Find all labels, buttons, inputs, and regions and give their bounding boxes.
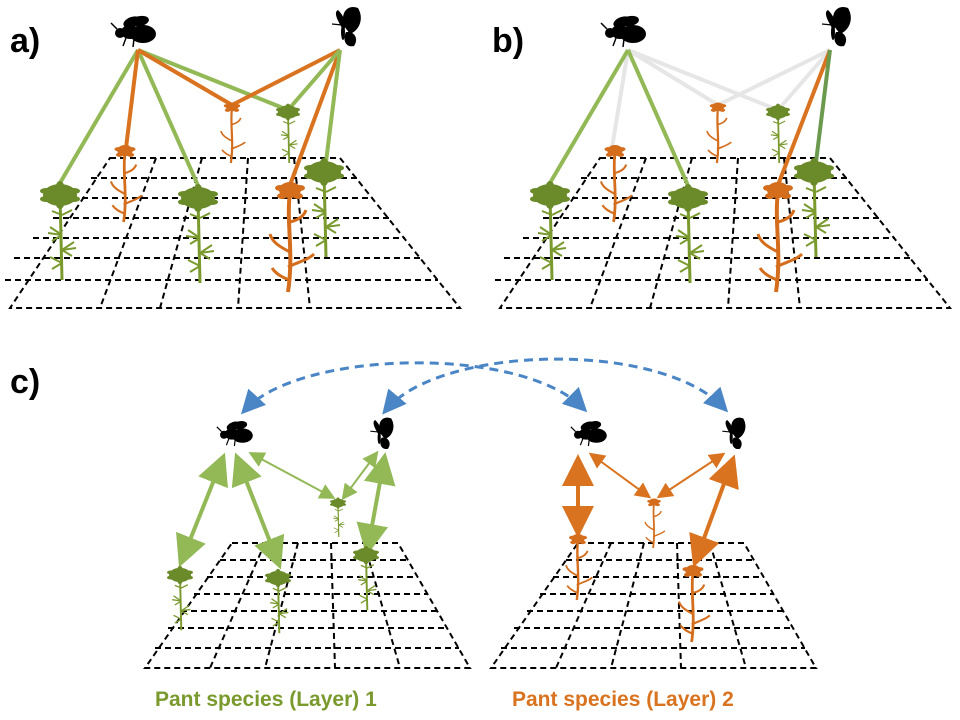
butterfly-icon bbox=[331, 6, 362, 47]
panel-c: c) bbox=[10, 357, 818, 711]
panel-b: b) bbox=[492, 6, 953, 309]
green-daisy-icon bbox=[352, 544, 380, 612]
panel-b-label: b) bbox=[492, 22, 524, 60]
layer-1-label: Pant species (Layer) 1 bbox=[155, 688, 377, 711]
green-daisy-icon bbox=[176, 182, 220, 285]
bee-icon bbox=[570, 419, 608, 447]
grid-layer-2 bbox=[489, 542, 818, 669]
butterfly-icon bbox=[721, 417, 746, 450]
links-a bbox=[58, 48, 342, 191]
links-b bbox=[548, 48, 832, 191]
green-daisy-icon bbox=[38, 179, 82, 282]
orange-flower-icon bbox=[705, 101, 733, 165]
bee-icon bbox=[600, 13, 647, 48]
green-daisy-icon bbox=[166, 564, 194, 632]
links-layer-1 bbox=[176, 450, 396, 570]
green-daisy-icon bbox=[765, 102, 791, 164]
panel-a: a) bbox=[5, 6, 463, 309]
green-daisy-icon bbox=[792, 156, 836, 259]
butterfly-icon bbox=[821, 6, 852, 47]
green-daisy-icon bbox=[666, 182, 710, 285]
orange-flower-icon bbox=[644, 497, 666, 549]
panel-c-label: c) bbox=[10, 363, 40, 401]
green-daisy-icon bbox=[302, 156, 346, 259]
layer-2-label: Pant species (Layer) 2 bbox=[512, 688, 734, 711]
green-daisy-icon bbox=[264, 567, 292, 635]
butterfly-icon bbox=[369, 417, 394, 450]
bee-icon bbox=[110, 13, 157, 48]
green-daisy-icon bbox=[275, 102, 301, 164]
bee-icon bbox=[216, 419, 254, 447]
links-layer-2 bbox=[562, 452, 739, 568]
orange-flower-icon bbox=[219, 101, 247, 165]
grid-a bbox=[5, 157, 463, 309]
green-daisy-icon bbox=[329, 496, 347, 538]
green-daisy-icon bbox=[528, 179, 572, 282]
interlayer-links bbox=[240, 357, 729, 415]
grid-b bbox=[495, 157, 953, 309]
panel-a-label: a) bbox=[10, 22, 40, 60]
grid-layer-1 bbox=[143, 542, 472, 669]
